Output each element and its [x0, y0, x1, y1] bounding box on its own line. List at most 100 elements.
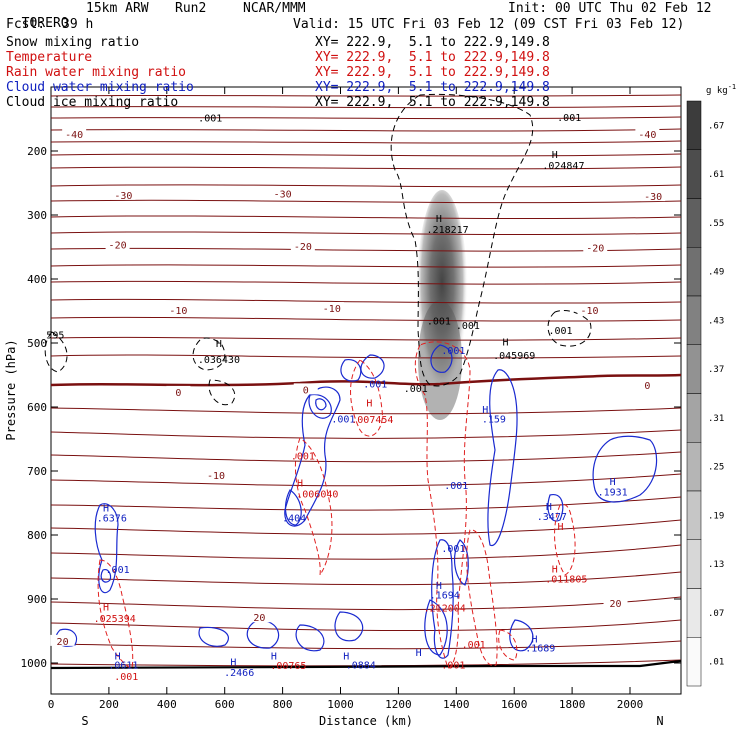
contour-annotation: .00765 [270, 661, 306, 672]
y-tick-label: 800 [27, 529, 47, 542]
contour-annotation: .011805 [545, 575, 587, 586]
contour-annotation: .0611 [108, 660, 138, 671]
label-mask [641, 190, 666, 202]
contour-annotation: H [552, 564, 558, 575]
temperature-label: -40 [638, 130, 656, 141]
label-mask [635, 378, 660, 390]
snow-shading [416, 190, 468, 420]
x-tick-label: 1800 [559, 698, 586, 711]
contour-annotations: H.036430H.218217H.024847.001.001.001H.04… [46, 113, 627, 683]
temperature-label: -20 [586, 243, 604, 254]
contour-annotation: H [103, 603, 109, 614]
field-label: Rain water mixing ratio [6, 65, 187, 80]
direction-north: N [656, 714, 663, 728]
temperature-label: -10 [580, 306, 598, 317]
model-name: TORERO [21, 16, 69, 31]
label-mask [635, 128, 660, 139]
contour-annotation: .006040 [296, 489, 338, 500]
colorbar-swatch [686, 247, 702, 297]
temperature-label: 0 [175, 388, 181, 399]
contour-annotation: .001 [363, 379, 387, 390]
contour-annotation: H [436, 581, 442, 592]
contour-annotation: .001 [106, 565, 130, 576]
x-tick-label: 1600 [501, 698, 528, 711]
valid-time: Valid: 15 UTC Fri 03 Feb 12 (09 CST Fri … [293, 17, 685, 32]
contour-annotation: .045969 [493, 351, 535, 362]
y-tick-label: 900 [27, 593, 47, 606]
colorbar-label: .31 [708, 414, 724, 424]
colorbar-swatch [686, 198, 702, 248]
label-mask [50, 634, 75, 646]
contour-annotation: .404 [282, 514, 306, 525]
contour-annotation: H [343, 651, 349, 662]
field-label: Cloud water mixing ratio [6, 80, 194, 95]
contour-annotation: H [297, 479, 303, 490]
contour-annotation: H [610, 477, 616, 488]
colorbar-unit: g kg-1 [706, 83, 736, 96]
direction-south: S [81, 714, 88, 728]
temperature-contours [51, 94, 681, 667]
x-tick-label: 0 [48, 698, 55, 711]
header-line-1: TORERO [6, 1, 69, 31]
colorbar: .67 .61 .55 .49 .43 .37 .31 .25 .19 .13 .07 .01 g k… [686, 83, 736, 687]
init-time: Init: 00 UTC Thu 02 Feb 12 [508, 1, 712, 16]
label-mask [270, 187, 295, 199]
label-mask [204, 469, 229, 481]
temperature-label: 20 [57, 637, 69, 648]
field-label: Cloud ice mixing ratio [6, 95, 179, 110]
contour-annotation: .001 [441, 544, 465, 555]
contour-annotation: H [271, 651, 277, 662]
colorbar-swatch [686, 588, 702, 638]
colorbar-swatch [686, 149, 702, 199]
label-mask [583, 241, 608, 253]
contour-annotation: .025394 [94, 614, 136, 625]
temperature-label: -40 [65, 130, 83, 141]
x-tick-label: 400 [157, 698, 177, 711]
colorbar-swatch [686, 295, 702, 345]
contour-annotation: 595 [46, 331, 64, 342]
y-tick-label: 400 [27, 273, 47, 286]
contour-annotation: H [230, 658, 236, 669]
contour-annotation: .001 [404, 384, 428, 395]
label-mask [166, 385, 191, 397]
label-mask [603, 597, 628, 609]
field-xy-range: XY= 222.9, 5.1 to 222.9,149.8 [315, 95, 550, 110]
contour-annotation: .1931 [598, 487, 628, 498]
x-axis-title: Distance (km) [319, 714, 413, 728]
contour-annotation: H [531, 635, 537, 646]
label-mask [319, 302, 344, 314]
label-mask [111, 188, 136, 200]
contour-annotation: H [366, 399, 372, 410]
x-tick-label: 200 [99, 698, 119, 711]
temperature-label: 0 [303, 385, 309, 396]
snow-contours [44, 93, 592, 406]
y-tick-label: 200 [27, 145, 47, 158]
temperature-label: -30 [274, 190, 292, 201]
field-xy-range: XY= 222.9, 5.1 to 222.9,149.8 [315, 35, 550, 50]
contour-annotation: .6376 [97, 514, 127, 525]
field-label: Temperature [6, 50, 93, 65]
contour-annotation: .036430 [198, 355, 240, 366]
ground-line [50, 659, 682, 670]
label-mask [62, 128, 87, 139]
contour-annotation: H [115, 651, 121, 662]
contour-annotation: .001 [548, 326, 572, 337]
contour-annotation: H [482, 405, 488, 416]
resolution-label: 15km ARW [86, 1, 149, 16]
contour-annotation: .024847 [542, 161, 584, 172]
colorbar-swatch [686, 100, 702, 150]
y-axis-title: Pressure (hPa) [4, 339, 18, 440]
contour-annotation: .3477 [537, 512, 567, 523]
field-xy-range: XY= 222.9, 5.1 to 222.9,149.8 [315, 65, 550, 80]
x-tick-label: 600 [215, 698, 235, 711]
colorbar-swatch [686, 490, 702, 540]
contour-annotation: .159 [482, 415, 506, 426]
contour-annotation: H [558, 522, 564, 533]
rain-contours [97, 341, 576, 669]
contour-annotation: .001 [114, 672, 138, 683]
x-tick-label: 800 [273, 698, 293, 711]
colorbar-swatch [686, 539, 702, 589]
temperature-label: 20 [253, 613, 265, 624]
contour-annotation: H [502, 338, 508, 349]
